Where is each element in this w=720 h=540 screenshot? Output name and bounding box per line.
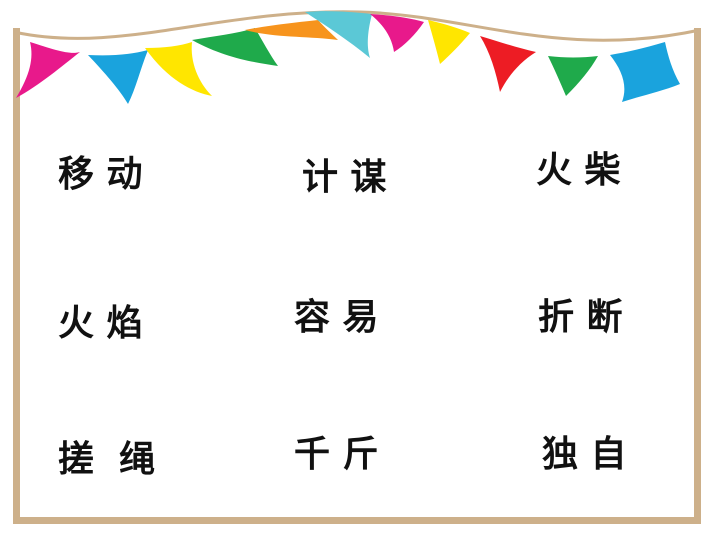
flag-yellow-left	[145, 42, 212, 96]
flag-magenta-left	[16, 42, 80, 98]
flag-green-left	[192, 28, 278, 66]
word-2: 火 柴	[536, 150, 621, 191]
word-1: 计 谋	[302, 157, 387, 198]
word-3: 火 焰	[58, 303, 143, 344]
word-7: 千 斤	[294, 434, 379, 475]
word-6: 搓 绳	[58, 439, 156, 480]
word-0: 移 动	[58, 154, 143, 195]
word-4: 容 易	[294, 297, 379, 338]
card-frame	[13, 28, 701, 524]
flag-orange	[245, 20, 338, 40]
flag-blue-right	[610, 42, 680, 102]
flag-yellow-mid	[428, 20, 470, 64]
flag-blue-left	[88, 50, 148, 104]
flag-green-right	[548, 56, 598, 96]
bunting-decoration	[13, 10, 701, 104]
word-5: 折 断	[538, 297, 623, 338]
flag-cyan	[305, 11, 372, 58]
word-8: 独 自	[542, 434, 627, 475]
flag-magenta-mid	[370, 14, 424, 52]
flag-red	[480, 36, 536, 92]
